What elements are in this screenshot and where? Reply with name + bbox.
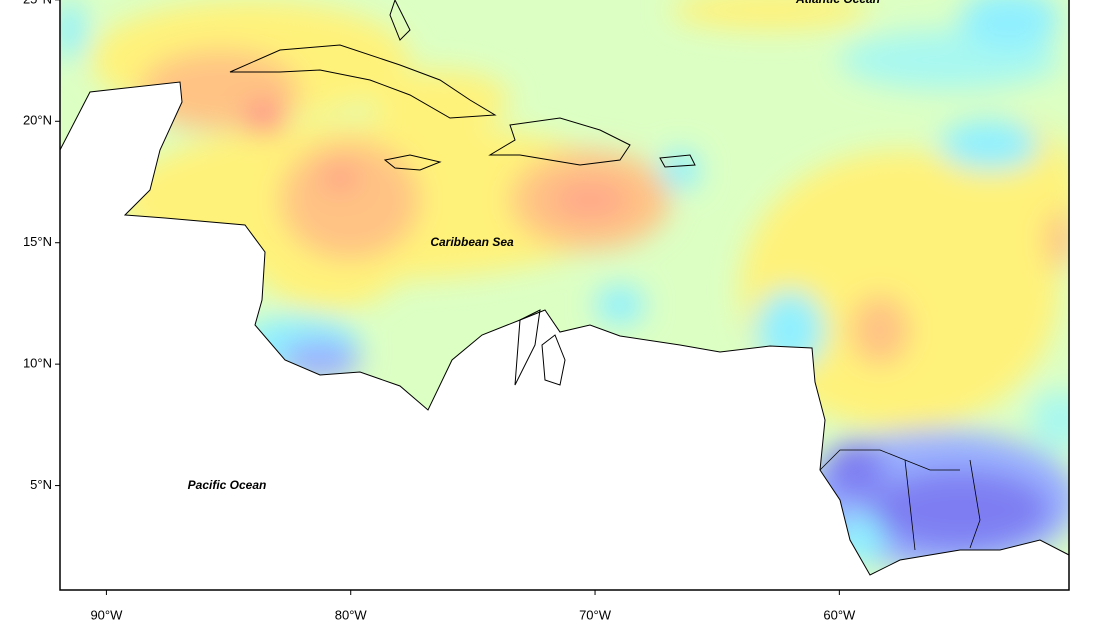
land [60,81,1069,590]
place-label: Pacific Ocean [188,478,267,492]
place-label: Atlantic Ocean [795,0,880,6]
place-label: Caribbean Sea [430,235,514,249]
x-tick-label: 90°W [90,607,123,622]
y-tick-label: 10°N [23,356,52,371]
y-tick-label: 25°N [23,0,52,6]
x-tick-label: 70°W [579,607,612,622]
borders [819,449,981,551]
x-tick-label: 80°W [335,607,368,622]
y-tick-label: 20°N [23,113,52,128]
color-field [60,0,1069,590]
islands [229,0,696,386]
frame [59,0,1070,591]
y-tick-label: 5°N [30,477,52,492]
y-tick-label: 15°N [23,234,52,249]
x-tick-label: 60°W [823,607,856,622]
